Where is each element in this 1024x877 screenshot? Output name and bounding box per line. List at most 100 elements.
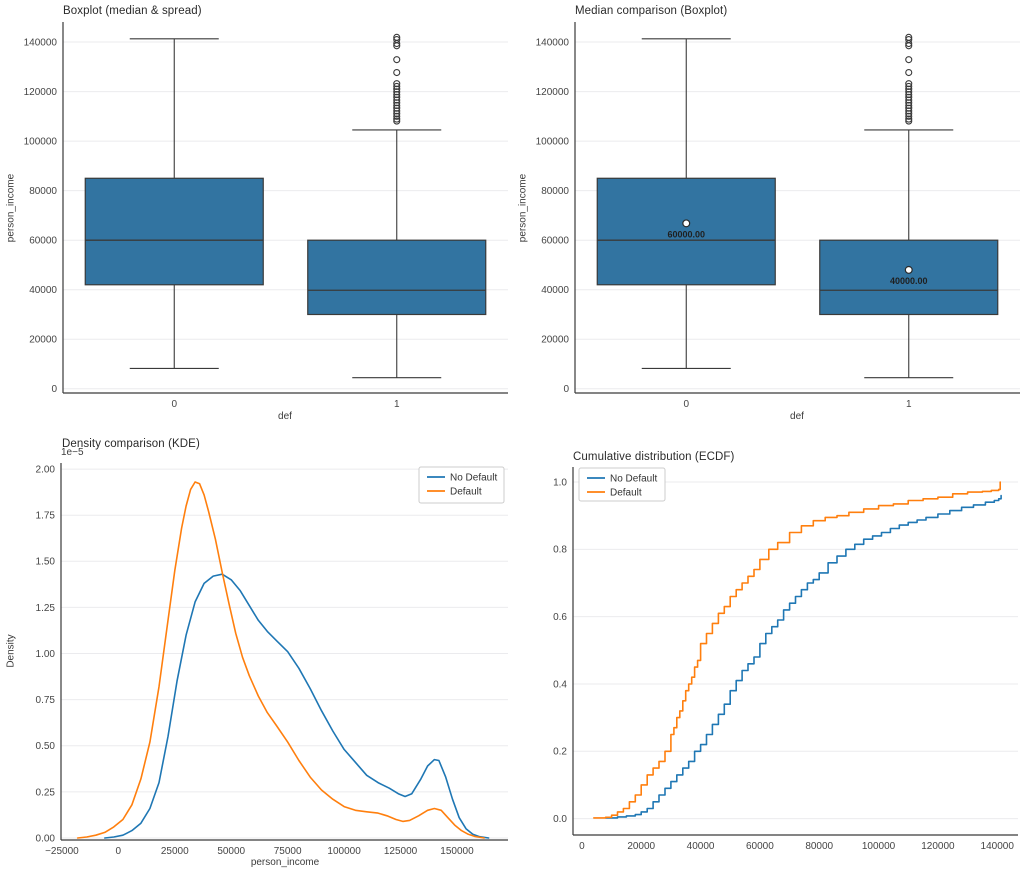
svg-text:−25000: −25000 bbox=[45, 846, 79, 857]
series-no-default bbox=[604, 494, 1002, 819]
svg-text:1: 1 bbox=[394, 399, 400, 410]
svg-text:0.75: 0.75 bbox=[36, 695, 56, 706]
panel-kde: 0.00 0.25 0.50 0.75 1.00 1.25 1.50 1.75 2.00 −250… bbox=[0, 430, 512, 877]
box-group-1 bbox=[819, 33, 999, 379]
svg-text:0: 0 bbox=[563, 384, 569, 395]
svg-text:0.00: 0.00 bbox=[36, 833, 56, 844]
svg-text:No Default: No Default bbox=[450, 473, 497, 484]
series-no-default bbox=[104, 573, 490, 839]
panel-boxplot-spread: 0 20000 40000 60000 80000 100000 120000 140000 0… bbox=[0, 0, 512, 430]
svg-text:60000: 60000 bbox=[746, 841, 774, 852]
ecdf-title: Cumulative distribution (ECDF) bbox=[573, 451, 735, 463]
outliers bbox=[905, 33, 913, 125]
svg-text:0.25: 0.25 bbox=[36, 787, 56, 798]
svg-text:120000: 120000 bbox=[24, 87, 58, 98]
svg-text:1.50: 1.50 bbox=[36, 557, 56, 568]
box-group-0 bbox=[596, 38, 776, 370]
svg-text:Default: Default bbox=[610, 488, 642, 499]
svg-text:80000: 80000 bbox=[541, 186, 569, 197]
svg-text:140000: 140000 bbox=[24, 37, 58, 48]
median-annotation-1: 40000.00 bbox=[890, 265, 928, 286]
boxplot-spread-ylabel: person_income bbox=[5, 173, 17, 243]
svg-text:20000: 20000 bbox=[627, 841, 655, 852]
svg-text:140000: 140000 bbox=[981, 841, 1015, 852]
boxplot-median-plot: 0200004000060000800001000001200001400000… bbox=[536, 22, 1020, 410]
svg-text:100000: 100000 bbox=[536, 137, 570, 148]
boxplot-median-xlabel: def bbox=[790, 411, 804, 422]
svg-text:20000: 20000 bbox=[541, 335, 569, 346]
series-default bbox=[593, 481, 1001, 819]
svg-text:40000: 40000 bbox=[541, 285, 569, 296]
legend: No Default Default bbox=[418, 466, 505, 504]
outliers bbox=[393, 33, 401, 125]
svg-text:120000: 120000 bbox=[921, 841, 955, 852]
svg-text:0: 0 bbox=[171, 399, 177, 410]
svg-text:100000: 100000 bbox=[327, 846, 361, 857]
svg-text:0: 0 bbox=[683, 399, 689, 410]
kde-scale-note: 1e−5 bbox=[61, 447, 84, 458]
gridlines bbox=[573, 481, 1018, 820]
y-tick-labels: 0 20000 40000 60000 80000 100000 120000 140000 bbox=[536, 37, 570, 395]
svg-text:120000: 120000 bbox=[536, 87, 570, 98]
svg-text:125000: 125000 bbox=[384, 846, 418, 857]
svg-text:1.75: 1.75 bbox=[36, 511, 56, 522]
svg-text:60000: 60000 bbox=[29, 236, 57, 247]
x-tick-labels: −25000 0 25000 50000 75000 100000 125000 150000 bbox=[45, 846, 474, 857]
box-group-0 bbox=[84, 38, 264, 370]
spines bbox=[60, 463, 508, 841]
svg-text:0.2: 0.2 bbox=[553, 747, 567, 758]
spines bbox=[572, 467, 1018, 836]
svg-text:0: 0 bbox=[579, 841, 585, 852]
boxplot-spread-title: Boxplot (median & spread) bbox=[63, 5, 202, 17]
svg-text:1.25: 1.25 bbox=[36, 603, 56, 614]
spines bbox=[62, 22, 508, 394]
kde-title: Density comparison (KDE) bbox=[62, 438, 200, 450]
ecdf-plot: 0.0 0.2 0.4 0.6 0.8 1.0 0 20000 40000 60000 80000 1… bbox=[553, 467, 1018, 852]
y-tick-labels: 0 20000 40000 60000 80000 100000 120000 140000 bbox=[24, 37, 58, 395]
series-default bbox=[76, 481, 485, 839]
svg-text:60000: 60000 bbox=[541, 236, 569, 247]
svg-text:0.0: 0.0 bbox=[553, 814, 567, 825]
svg-text:0.6: 0.6 bbox=[553, 612, 567, 623]
svg-text:40000: 40000 bbox=[29, 285, 57, 296]
svg-text:0.4: 0.4 bbox=[553, 679, 567, 690]
svg-text:1.0: 1.0 bbox=[553, 477, 567, 488]
svg-text:75000: 75000 bbox=[274, 846, 302, 857]
svg-text:25000: 25000 bbox=[161, 846, 189, 857]
box-group-1 bbox=[307, 33, 487, 379]
svg-text:60000.00: 60000.00 bbox=[667, 229, 705, 239]
svg-text:80000: 80000 bbox=[29, 186, 57, 197]
svg-text:80000: 80000 bbox=[805, 841, 833, 852]
svg-text:50000: 50000 bbox=[217, 846, 245, 857]
svg-text:0.50: 0.50 bbox=[36, 741, 56, 752]
svg-text:1: 1 bbox=[906, 399, 912, 410]
y-tick-labels: 0.0 0.2 0.4 0.6 0.8 1.0 bbox=[553, 477, 567, 825]
svg-text:100000: 100000 bbox=[862, 841, 896, 852]
legend: No Default Default bbox=[578, 467, 666, 502]
svg-text:No Default: No Default bbox=[610, 474, 657, 485]
kde-xlabel: person_income bbox=[250, 857, 320, 868]
svg-text:1.00: 1.00 bbox=[36, 649, 56, 660]
kde-plot: 0.00 0.25 0.50 0.75 1.00 1.25 1.50 1.75 2.00 −250… bbox=[36, 463, 508, 857]
svg-text:0: 0 bbox=[51, 384, 57, 395]
y-tick-labels: 0.00 0.25 0.50 0.75 1.00 1.25 1.50 1.75 2.00 bbox=[36, 464, 56, 844]
svg-text:Default: Default bbox=[450, 487, 482, 498]
kde-ylabel: Density bbox=[5, 634, 17, 668]
svg-text:140000: 140000 bbox=[536, 37, 570, 48]
svg-text:100000: 100000 bbox=[24, 137, 58, 148]
panel-boxplot-median: 0 20000 40000 60000 80000 100000 120000 140000 0… bbox=[512, 0, 1024, 430]
svg-text:2.00: 2.00 bbox=[36, 464, 56, 475]
panel-ecdf: 0.0 0.2 0.4 0.6 0.8 1.0 0 20000 40000 60000 80000 1… bbox=[512, 430, 1024, 877]
gridlines bbox=[61, 468, 508, 839]
svg-text:0.8: 0.8 bbox=[553, 545, 567, 556]
boxplot-spread-plot: 0200004000060000800001000001200001400000… bbox=[24, 22, 508, 410]
x-tick-labels: 0 20000 40000 60000 80000 100000 120000 140000 bbox=[579, 841, 1014, 852]
boxplot-spread-xlabel: def bbox=[278, 411, 292, 422]
svg-text:40000.00: 40000.00 bbox=[890, 276, 928, 286]
svg-text:150000: 150000 bbox=[440, 846, 474, 857]
boxplot-median-ylabel: person_income bbox=[517, 173, 529, 243]
svg-text:20000: 20000 bbox=[29, 335, 57, 346]
